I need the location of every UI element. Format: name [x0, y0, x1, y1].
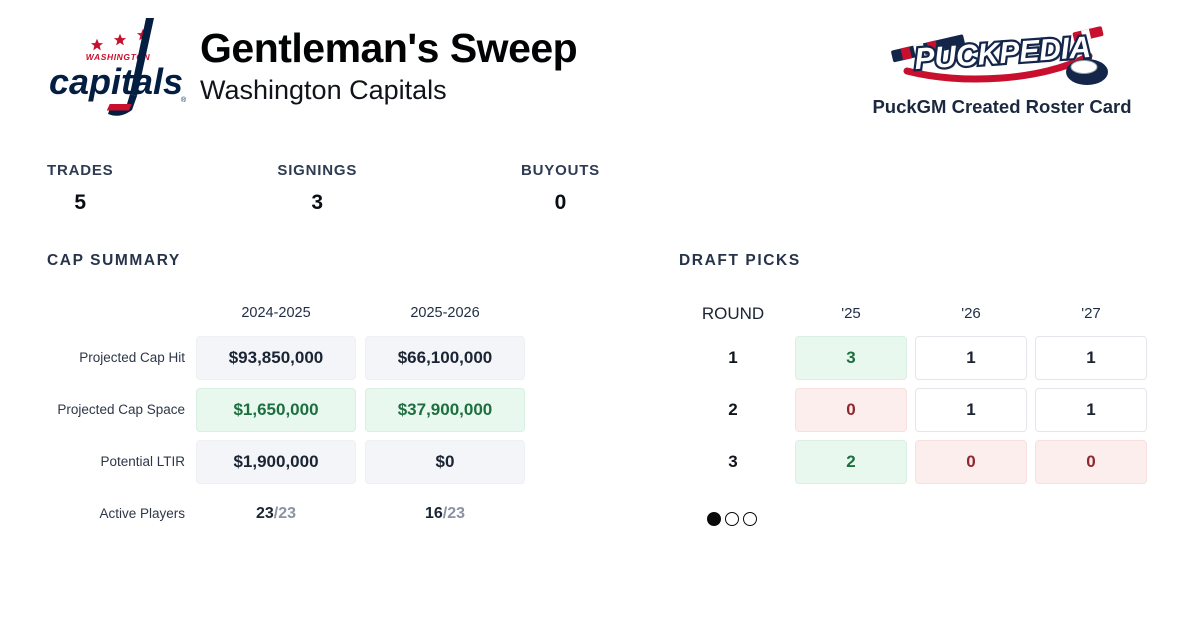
active-players-2025-2026: 16/23 — [365, 492, 525, 536]
picks-round1-27: 1 — [1035, 336, 1147, 380]
stat-trades-value: 5 — [74, 191, 87, 214]
active-players-max: /23 — [442, 505, 466, 522]
cap-summary-table: 2024-2025 2025-2026 Projected Cap Hit $9… — [47, 294, 527, 536]
capitals-city-label: WASHINGTON — [86, 52, 151, 62]
page-title: Gentleman's Sweep — [200, 25, 578, 71]
cap-summary-title: CAP SUMMARY — [47, 252, 181, 269]
year-header-26: '26 — [961, 305, 981, 322]
picks-round3-25: 2 — [795, 440, 907, 484]
capitals-red-dash — [106, 104, 132, 111]
round-3-label: 3 — [728, 452, 738, 471]
round-1-label: 1 — [728, 348, 738, 367]
active-players-2024-2025: 23/23 — [196, 492, 356, 536]
pagination-dot-3[interactable] — [743, 512, 757, 526]
active-players-current: 16 — [424, 505, 443, 522]
picks-round1-25: 3 — [795, 336, 907, 380]
stat-trades-label: TRADES — [47, 162, 114, 179]
picks-round1-26: 1 — [915, 336, 1027, 380]
registered-mark: ® — [181, 96, 187, 104]
page-subtitle: Washington Capitals — [200, 74, 447, 105]
pagination — [679, 512, 1149, 526]
picks-round2-26: 1 — [915, 388, 1027, 432]
cap-space-2024-2025-value: $1,650,000 — [196, 388, 356, 432]
capitals-wordmark: capitals — [50, 61, 183, 102]
year-header-27: '27 — [1081, 305, 1101, 322]
pagination-dot-1[interactable] — [707, 512, 721, 526]
stat-buyouts-value: 0 — [554, 191, 567, 214]
stat-buyouts: BUYOUTS 0 — [521, 162, 600, 215]
year-header-25: '25 — [841, 305, 861, 322]
draft-picks-table: ROUND '25 '26 '27 1 3 1 1 2 0 1 1 3 2 0 … — [679, 294, 1149, 484]
picks-round2-25: 0 — [795, 388, 907, 432]
draft-picks-section: DRAFT PICKS ROUND '25 '26 '27 1 3 1 1 2 … — [679, 252, 1149, 526]
cap-row-label-projected-cap-space: Projected Cap Space — [57, 401, 185, 417]
round-2-label: 2 — [728, 400, 738, 419]
puckpedia-logo: PUCKPEDIA PUCKPEDIA — [891, 26, 1108, 85]
cap-space-2025-2026-value: $37,900,000 — [365, 388, 525, 432]
season-header-2024-2025: 2024-2025 — [241, 305, 311, 321]
stat-signings-value: 3 — [311, 191, 324, 214]
stat-signings-label: SIGNINGS — [277, 162, 358, 179]
capitals-team-logo: WASHINGTON capitals ® — [50, 18, 187, 116]
stat-signings: SIGNINGS 3 — [277, 162, 357, 215]
brand-tagline: PuckGM Created Roster Card — [872, 96, 1132, 117]
cap-row-label-potential-ltir: Potential LTIR — [100, 453, 185, 469]
cap-hit-2025-2026-value: $66,100,000 — [365, 336, 525, 380]
picks-round3-27: 0 — [1035, 440, 1147, 484]
puckpedia-stick-icon — [891, 34, 966, 63]
cap-row-label-active-players: Active Players — [99, 505, 185, 521]
ltir-2025-2026-value: $0 — [365, 440, 525, 484]
pagination-dot-2[interactable] — [725, 512, 739, 526]
draft-picks-title: DRAFT PICKS — [679, 252, 801, 269]
round-column-header: ROUND — [701, 304, 765, 323]
season-header-2025-2026: 2025-2026 — [410, 305, 480, 321]
puckpedia-stick-butt-icon — [1072, 26, 1104, 43]
active-players-max: /23 — [273, 505, 297, 522]
active-players-current: 23 — [255, 505, 274, 522]
puckpedia-brand: PUCKPEDIA PUCKPEDIA PuckGM Created Roste… — [852, 18, 1152, 118]
transaction-stats: TRADES 5 SIGNINGS 3 BUYOUTS 0 — [47, 162, 600, 215]
cap-row-label-projected-cap-hit: Projected Cap Hit — [79, 349, 185, 365]
stat-trades: TRADES 5 — [47, 162, 113, 215]
ltir-2024-2025-value: $1,900,000 — [196, 440, 356, 484]
header-titles: Gentleman's Sweep Washington Capitals — [200, 25, 578, 106]
cap-summary-section: CAP SUMMARY 2024-2025 2025-2026 Projecte… — [47, 252, 527, 536]
puck-top-icon — [1070, 60, 1098, 74]
picks-round3-26: 0 — [915, 440, 1027, 484]
cap-hit-2024-2025-value: $93,850,000 — [196, 336, 356, 380]
picks-round2-27: 1 — [1035, 388, 1147, 432]
stat-buyouts-label: BUYOUTS — [521, 162, 600, 179]
